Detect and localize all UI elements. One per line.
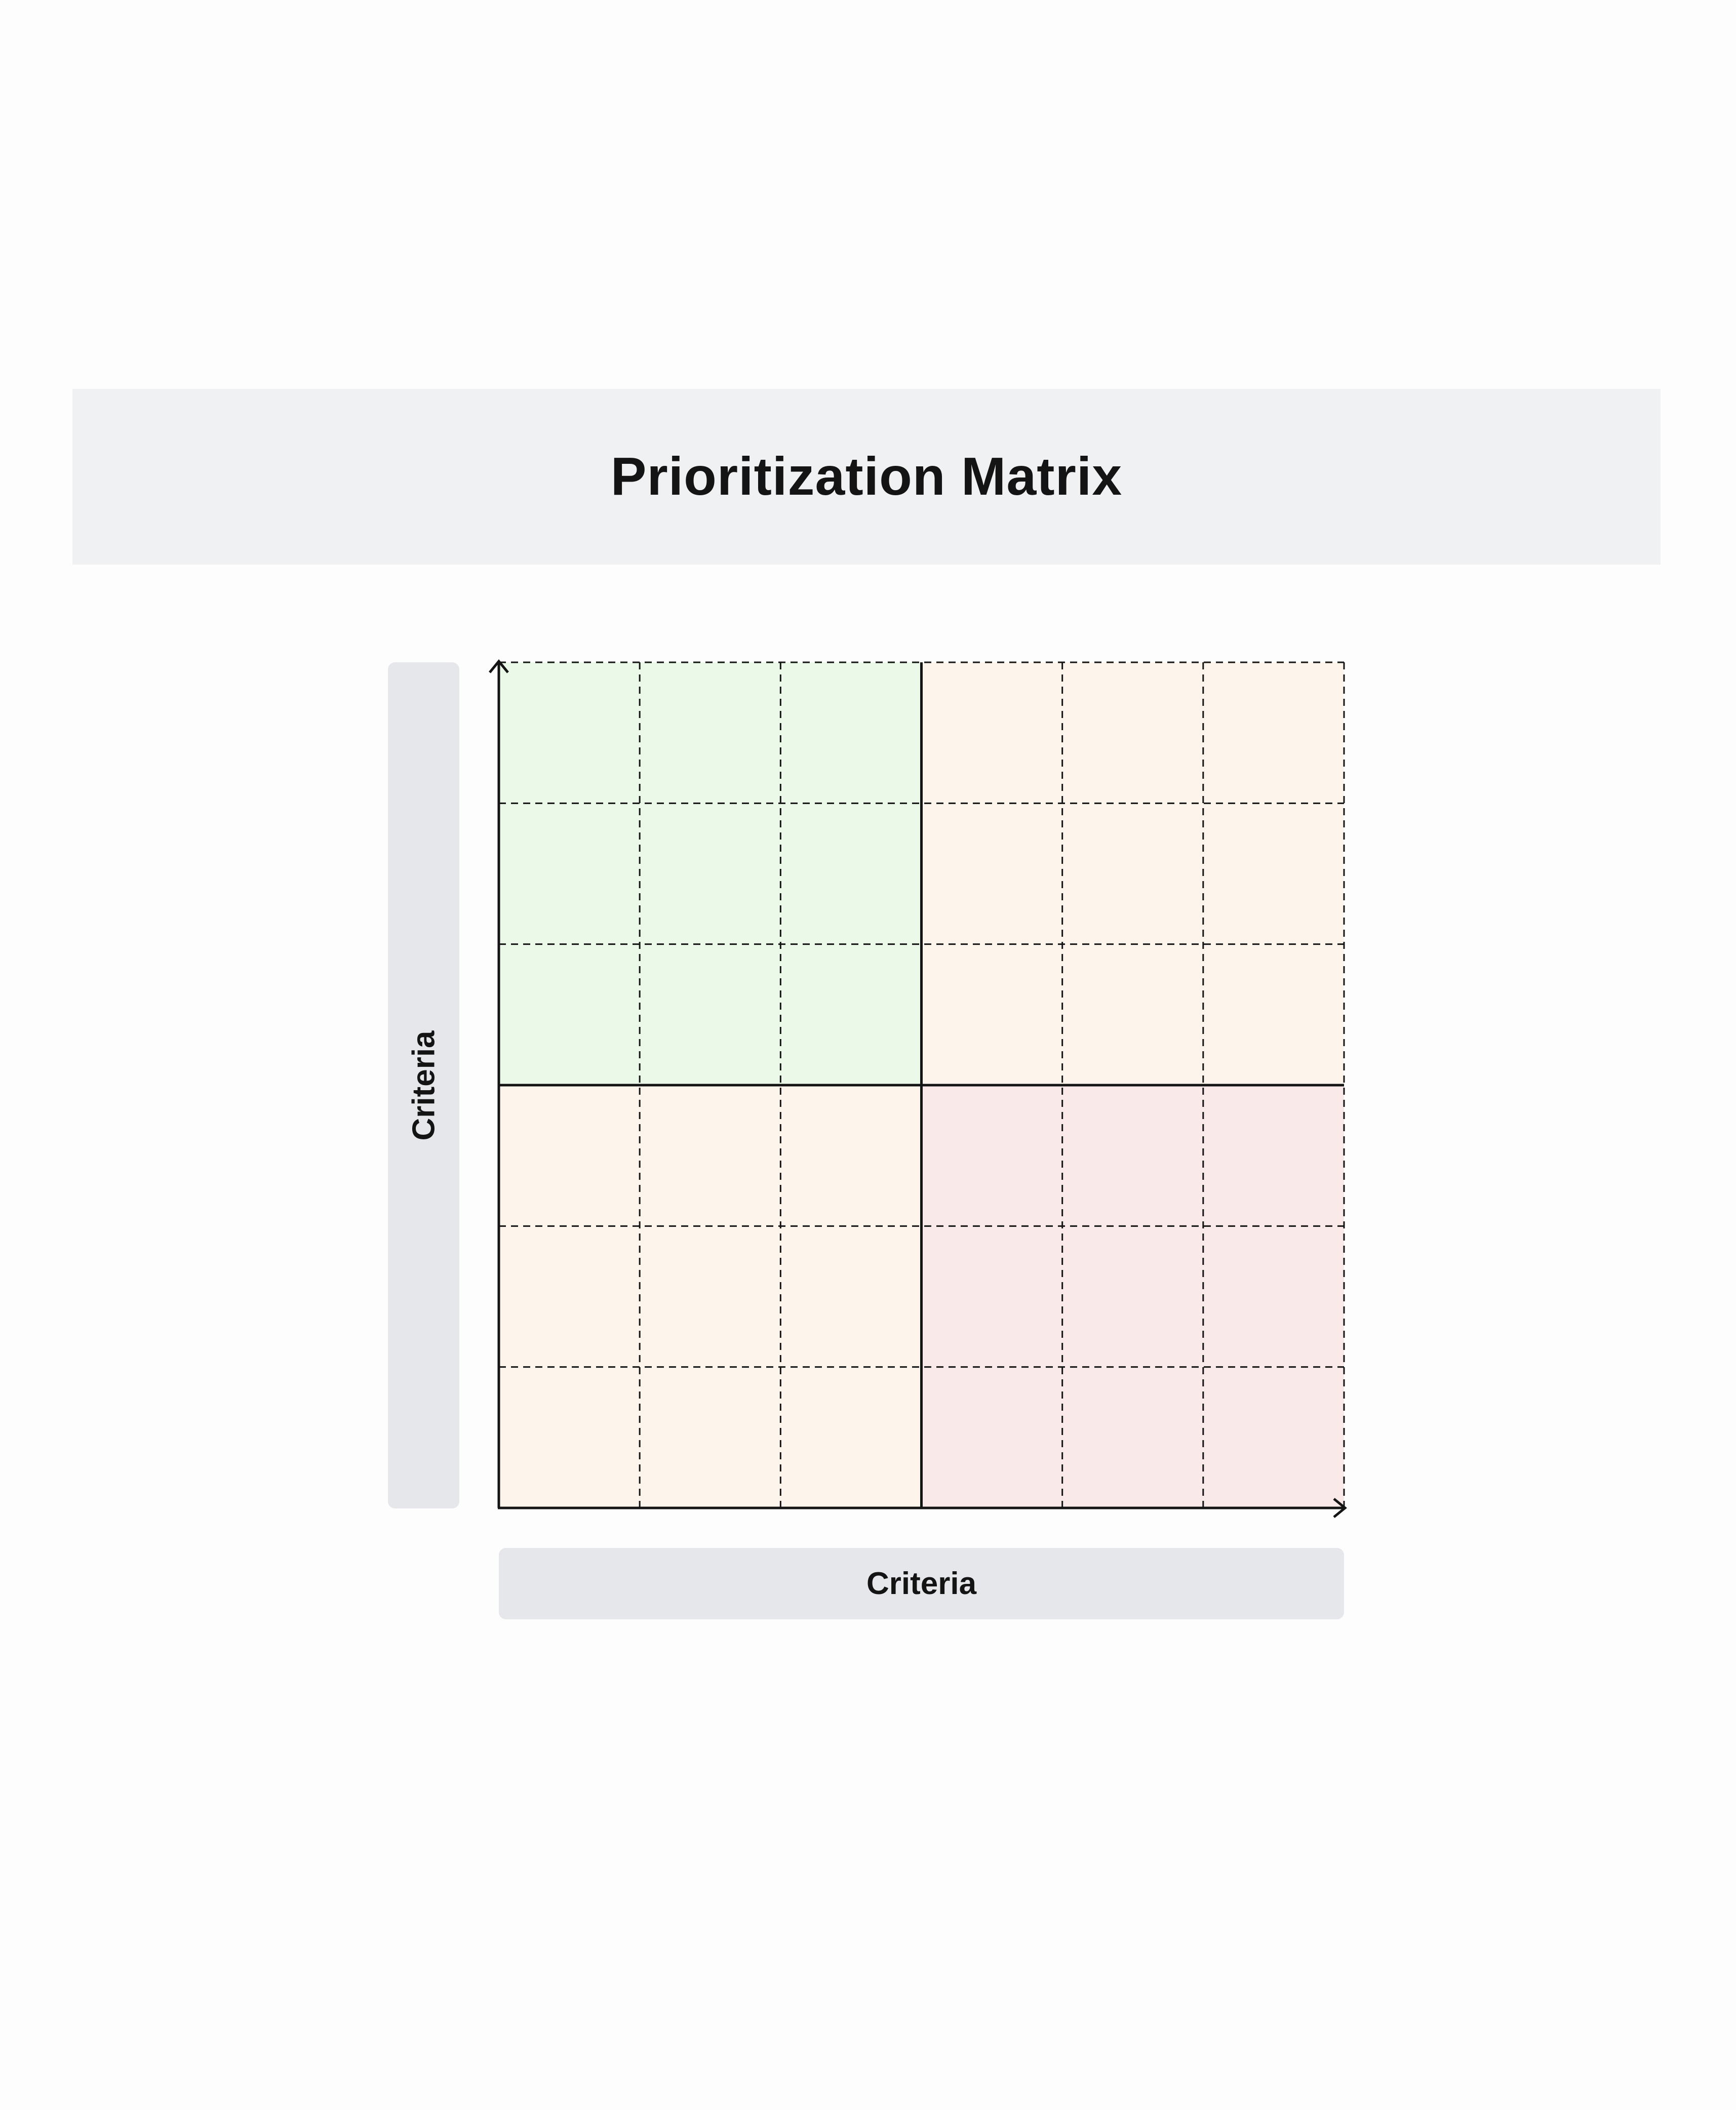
quadrant-top-left <box>499 662 922 1085</box>
quadrant-dividers <box>499 662 1344 1508</box>
axis-group <box>489 659 1347 1518</box>
x-axis-label: Criteria <box>866 1566 977 1601</box>
quadrant-top-right <box>921 662 1344 1085</box>
quadrant-bottom-left <box>499 1085 922 1508</box>
title-banner: Prioritization Matrix <box>72 389 1661 565</box>
page-title: Prioritization Matrix <box>610 447 1123 506</box>
y-axis-arrow-icon <box>489 659 509 673</box>
x-axis-label-box: Criteria <box>499 1548 1344 1619</box>
quadrant-group <box>499 662 1344 1508</box>
y-axis-label-box: Criteria <box>388 662 459 1508</box>
quadrant-bottom-right <box>921 1085 1344 1508</box>
x-axis-arrow-icon <box>1333 1498 1347 1518</box>
